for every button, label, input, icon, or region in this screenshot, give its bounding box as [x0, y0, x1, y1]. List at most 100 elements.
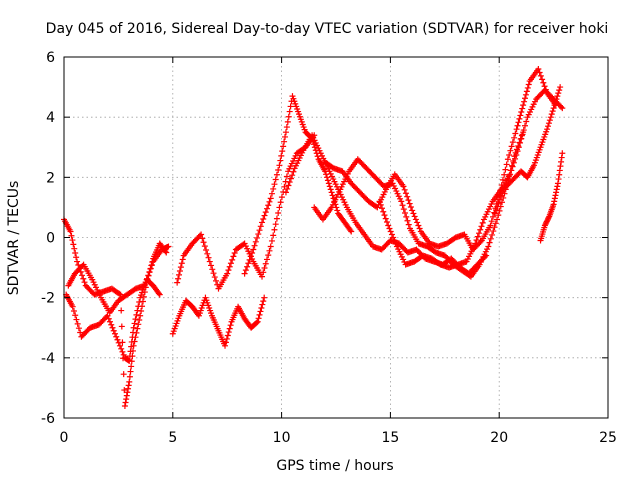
data-point — [256, 311, 263, 318]
data-point — [518, 135, 525, 142]
data-point — [523, 118, 530, 125]
data-point — [495, 200, 502, 207]
data-point — [546, 117, 553, 124]
data-point — [260, 216, 267, 223]
data-point — [549, 108, 556, 115]
data-point — [401, 186, 408, 193]
data-point — [520, 127, 527, 134]
data-point — [245, 260, 252, 267]
data-point — [522, 91, 529, 98]
data-point — [208, 262, 215, 269]
data-point — [132, 316, 139, 323]
data-point — [224, 332, 231, 339]
data-point — [488, 218, 495, 225]
data-point — [327, 186, 334, 193]
data-point — [266, 247, 273, 254]
data-point — [524, 84, 531, 91]
data-point — [499, 176, 506, 183]
data-point — [244, 263, 251, 270]
data-point — [479, 219, 486, 226]
data-point — [105, 315, 112, 322]
y-tick-label: -6 — [41, 411, 55, 427]
data-point — [390, 234, 397, 241]
series-track-6 — [241, 93, 355, 277]
data-point — [501, 171, 508, 178]
data-point — [118, 307, 125, 314]
data-point — [259, 273, 266, 280]
y-tick-label: -4 — [41, 351, 55, 367]
x-tick-label: 5 — [168, 430, 177, 446]
data-point — [487, 222, 494, 229]
data-point — [276, 162, 283, 169]
data-point — [126, 353, 133, 360]
data-point — [554, 180, 561, 187]
data-point — [73, 254, 80, 261]
data-point — [556, 171, 563, 178]
data-point — [475, 230, 482, 237]
x-axis-title: GPS time / hours — [276, 458, 393, 474]
data-point — [137, 312, 144, 319]
data-point — [176, 271, 183, 278]
data-point — [175, 275, 182, 282]
data-point — [491, 224, 498, 231]
data-point — [472, 240, 479, 247]
data-point — [252, 238, 259, 245]
x-tick-labels: 0 5 10 15 20 25 — [60, 430, 617, 446]
data-point — [477, 226, 484, 233]
data-point — [198, 231, 205, 238]
data-point — [70, 241, 77, 248]
data-point — [174, 279, 181, 286]
data-point — [255, 231, 262, 238]
data-point — [130, 324, 137, 331]
data-point — [536, 69, 543, 76]
data-point — [268, 190, 275, 197]
data-point — [404, 217, 411, 224]
data-point — [411, 213, 418, 220]
data-point — [489, 213, 496, 220]
data-point — [550, 201, 557, 208]
data-point — [328, 189, 335, 196]
data-point — [268, 237, 275, 244]
data-point — [226, 263, 233, 270]
data-point — [133, 311, 140, 318]
data-point — [516, 115, 523, 122]
data-point — [514, 148, 521, 155]
data-point — [503, 161, 510, 168]
x-tick-label: 15 — [381, 430, 399, 446]
data-point — [250, 246, 257, 253]
data-point — [179, 256, 186, 263]
data-point — [323, 174, 330, 181]
data-point — [410, 210, 417, 217]
data-point — [495, 212, 502, 219]
data-point — [284, 185, 291, 192]
data-point — [487, 235, 494, 242]
data-point — [519, 105, 526, 112]
data-point — [229, 256, 236, 263]
data-point — [391, 237, 398, 244]
data-point — [266, 198, 273, 205]
data-point — [271, 181, 278, 188]
data-point — [478, 223, 485, 230]
data-point — [522, 95, 529, 102]
series-track-4 — [169, 294, 268, 349]
data-point — [69, 237, 76, 244]
data-point — [283, 124, 290, 131]
data-point — [555, 176, 562, 183]
data-point — [260, 269, 267, 276]
data-point — [282, 133, 289, 140]
data-point — [119, 348, 126, 355]
data-point — [224, 270, 231, 277]
data-point — [523, 88, 530, 95]
data-point — [545, 120, 552, 127]
data-point — [177, 264, 184, 271]
data-point — [490, 228, 497, 235]
data-point — [275, 167, 282, 174]
data-point — [209, 266, 216, 273]
data-point — [326, 183, 333, 190]
data-point — [71, 245, 78, 252]
data-point — [143, 275, 150, 282]
data-point — [135, 321, 142, 328]
data-point — [376, 198, 383, 205]
data-point — [515, 144, 522, 151]
data-point — [262, 260, 269, 267]
